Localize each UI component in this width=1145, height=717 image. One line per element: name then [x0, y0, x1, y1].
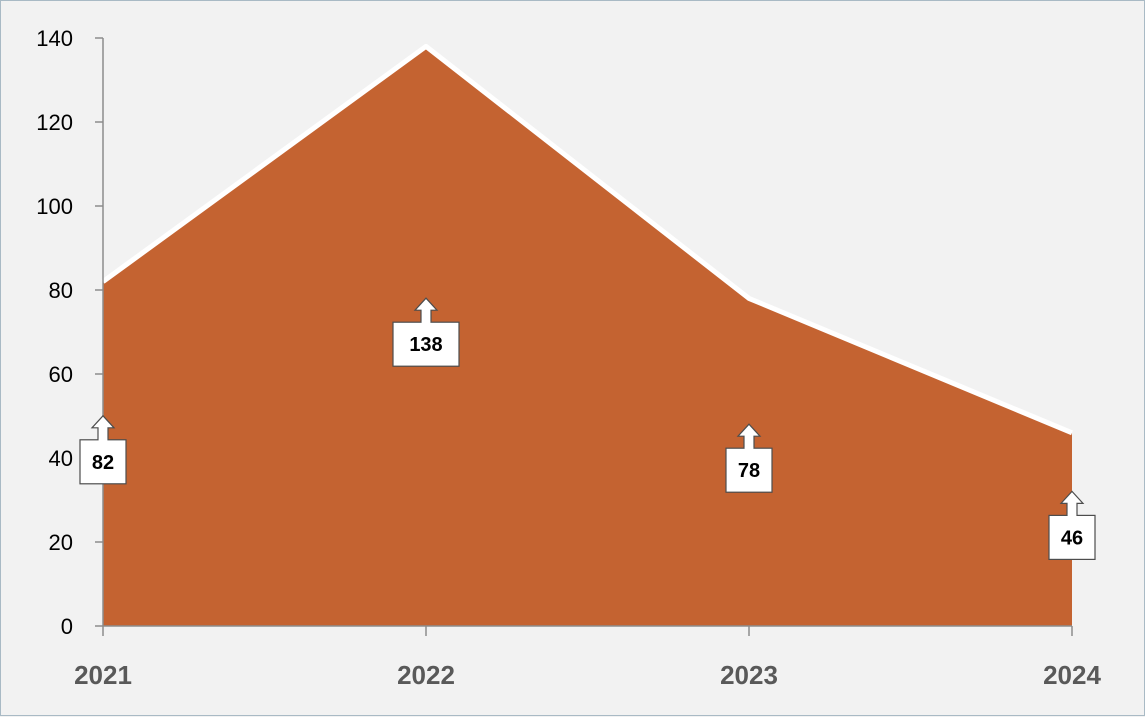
y-tick-label: 20: [49, 530, 73, 555]
data-label-arrow: [1059, 490, 1085, 516]
data-label: 82: [79, 414, 127, 485]
area-series: [103, 46, 1072, 626]
y-tick-label: 140: [36, 26, 73, 51]
data-label-box: [1048, 514, 1096, 561]
x-tick-label: 2022: [397, 660, 455, 690]
data-label-arrow: [413, 297, 439, 323]
x-tick-label: 2024: [1043, 660, 1101, 690]
data-label-box: [79, 439, 127, 485]
x-tick-label: 2023: [720, 660, 778, 690]
data-label-arrow: [736, 423, 762, 449]
y-tick-label: 80: [49, 278, 73, 303]
y-tick-label: 60: [49, 362, 73, 387]
y-tick-label: 0: [61, 614, 73, 639]
data-label: 78: [725, 423, 773, 493]
y-tick-label: 120: [36, 110, 73, 135]
data-label-box: [392, 321, 460, 367]
data-label: 46: [1048, 490, 1096, 561]
area-series-edge: [101, 43, 1073, 436]
y-tick-label: 100: [36, 194, 73, 219]
data-label-text: 82: [92, 452, 114, 474]
data-label-text: 46: [1061, 527, 1083, 549]
y-tick-label: 40: [49, 446, 73, 471]
x-tick-label: 2021: [74, 660, 132, 690]
data-label-text: 78: [738, 460, 760, 482]
data-label: 138: [392, 297, 460, 367]
data-label-text: 138: [409, 334, 442, 356]
data-label-arrow: [90, 414, 116, 440]
